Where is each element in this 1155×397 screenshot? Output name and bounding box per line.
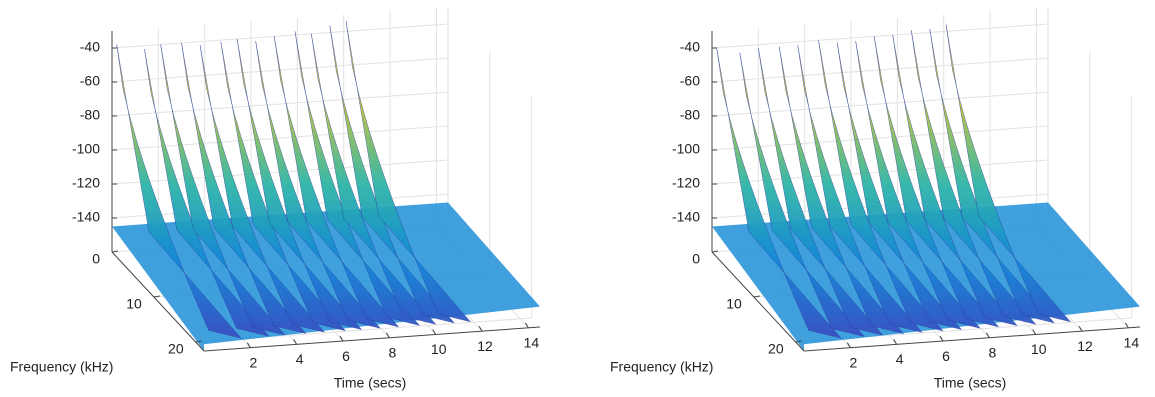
z-tick-label: -80 <box>80 107 100 123</box>
ridge <box>160 44 286 336</box>
y-axis <box>111 251 205 352</box>
y-tick <box>711 250 719 253</box>
x-tick-label: 6 <box>942 348 950 364</box>
z-tick-label: -60 <box>680 73 700 89</box>
ridge <box>716 47 842 339</box>
x-tick <box>246 342 251 348</box>
x-tick <box>385 332 390 339</box>
y-axis-label: Frequency (kHz) <box>10 359 113 375</box>
grid-line <box>711 23 1049 49</box>
x-axis <box>803 326 1141 352</box>
y-tick-label: 10 <box>726 296 742 312</box>
y-axis-label: Frequency (kHz) <box>610 359 713 375</box>
y-tick <box>753 295 760 298</box>
ridge <box>274 36 400 328</box>
grid-line <box>711 91 1049 117</box>
x-tick <box>1032 329 1037 335</box>
x-tick <box>1078 325 1083 332</box>
y-tick-label: 0 <box>92 251 100 267</box>
y-tick <box>111 250 119 253</box>
ridge <box>779 46 905 335</box>
x-tick-label: 2 <box>249 354 257 370</box>
z-tick-label: -60 <box>80 73 100 89</box>
x-tick-label: 14 <box>1124 335 1140 351</box>
ridge <box>855 41 981 329</box>
ridge <box>758 48 884 336</box>
x-tick-label: 8 <box>388 344 396 360</box>
ridge <box>929 29 1055 324</box>
ridge <box>345 21 472 323</box>
x-tick-label: 12 <box>477 338 493 354</box>
x-tick-label: 6 <box>342 348 350 364</box>
z-tick-label: -100 <box>72 141 100 157</box>
plot: -40 -60 -80 -100 -120 -140 0 10 20 2 4 6 8 10 12 14 Freq… <box>610 7 1141 391</box>
x-tick <box>939 335 944 342</box>
x-tick-label: 4 <box>896 351 904 367</box>
x-tick <box>524 322 529 329</box>
z-tick-label: -40 <box>80 39 100 55</box>
grid-line <box>711 125 1049 151</box>
ridge <box>236 39 363 330</box>
ridge <box>144 49 270 337</box>
grid-line <box>111 125 449 151</box>
y-tick <box>795 340 802 343</box>
z-tick-label: -40 <box>680 39 700 55</box>
ridge <box>329 25 455 324</box>
x-tick-label: 10 <box>1031 341 1047 357</box>
plot: -40 -60 -80 -100 -120 -140 0 10 20 2 4 6 8 10 12 14 Freq… <box>10 7 541 391</box>
ridge <box>255 41 381 329</box>
ridge <box>116 44 242 339</box>
x-tick <box>985 332 990 339</box>
z-tick-label: -120 <box>672 175 700 191</box>
ridge <box>874 36 1000 328</box>
z-tick-label: -140 <box>672 209 700 225</box>
x-tick <box>339 335 344 342</box>
y-axis <box>711 251 805 352</box>
ridge <box>199 45 326 333</box>
y-tick <box>153 295 160 298</box>
z-tick-label: -100 <box>672 141 700 157</box>
x-tick <box>893 339 898 345</box>
x-tick <box>1124 322 1129 329</box>
grid-line <box>111 91 449 117</box>
x-tick-label: 4 <box>296 351 304 367</box>
x-tick-label: 10 <box>431 341 447 357</box>
x-tick <box>432 329 437 335</box>
x-axis-label: Time (secs) <box>334 375 407 391</box>
x-tick <box>478 325 483 332</box>
ridge <box>911 30 1037 325</box>
x-tick-label: 12 <box>1077 338 1093 354</box>
ridge <box>892 35 1018 326</box>
ridge <box>945 24 1072 323</box>
ridge <box>311 33 437 325</box>
y-tick-label: 20 <box>168 341 184 357</box>
ridge <box>220 41 346 332</box>
x-axis <box>203 326 541 352</box>
ridge <box>294 31 421 326</box>
x-axis-label: Time (secs) <box>934 375 1007 391</box>
y-tick-label: 10 <box>126 296 142 312</box>
grid-line <box>111 23 449 49</box>
x-tick <box>846 342 851 348</box>
ridge <box>739 52 865 337</box>
z-tick-label: -140 <box>72 209 100 225</box>
y-tick <box>195 340 202 343</box>
ridge <box>181 42 307 334</box>
y-tick-label: 20 <box>768 341 784 357</box>
ridge <box>836 42 963 330</box>
x-tick-label: 8 <box>988 344 996 360</box>
ridge <box>818 40 944 332</box>
z-tick-label: -80 <box>680 107 700 123</box>
ridge <box>797 45 923 333</box>
x-tick-label: 14 <box>524 335 540 351</box>
x-tick-label: 2 <box>849 354 857 370</box>
z-tick-label: -120 <box>72 175 100 191</box>
y-tick-label: 0 <box>692 251 700 267</box>
x-tick <box>293 339 298 345</box>
